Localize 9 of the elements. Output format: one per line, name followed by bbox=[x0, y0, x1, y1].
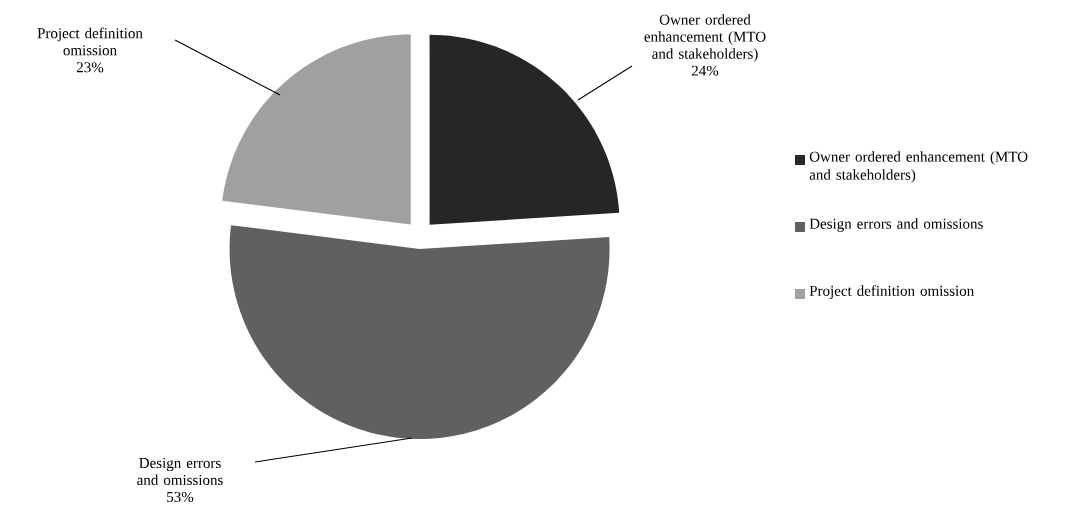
slice-label: Owner ordered enhancement (MTO and stakeholders) bbox=[644, 14, 766, 62]
legend-label: Project definition omission bbox=[809, 285, 974, 299]
data-label: 23% bbox=[76, 62, 104, 73]
data-label: 24% bbox=[691, 65, 719, 76]
data-label: 53% bbox=[167, 491, 194, 503]
legend-label: Design errors and omissions bbox=[809, 218, 983, 232]
legend-label: Owner ordered enhancement (MTO and stakeholders) bbox=[809, 151, 1028, 183]
slice-label: Project definition omission bbox=[37, 27, 143, 56]
slice-label: Design errors and omissions bbox=[137, 457, 223, 486]
